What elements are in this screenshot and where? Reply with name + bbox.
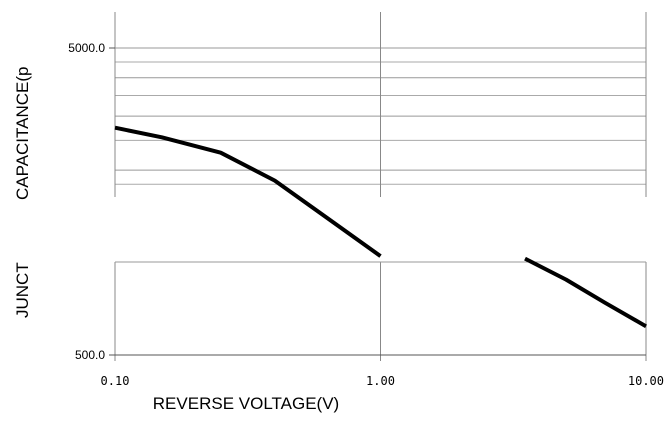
x-tick-label: 1.00 — [366, 374, 395, 388]
y-tick-label: 500.0 — [75, 348, 105, 362]
plot-frame — [109, 47, 646, 356]
x-tick-label: 0.10 — [101, 374, 130, 388]
data-series — [114, 125, 647, 329]
y-tick-label: 5000.0 — [68, 41, 105, 55]
series-line — [524, 256, 647, 329]
x-axis-label: REVERSE VOLTAGE(V) — [153, 394, 339, 413]
grid-lines — [114, 12, 647, 361]
y-axis-label-top: CAPACITANCE(p — [13, 66, 32, 200]
series-line — [114, 125, 382, 258]
x-tick-label: 10.00 — [628, 374, 664, 388]
y-tick-labels: 5000.0 500.0 — [68, 41, 105, 362]
x-tick-labels: 0.10 1.00 10.00 — [101, 374, 664, 388]
y-axis-label-bottom: JUNCT — [13, 262, 32, 318]
